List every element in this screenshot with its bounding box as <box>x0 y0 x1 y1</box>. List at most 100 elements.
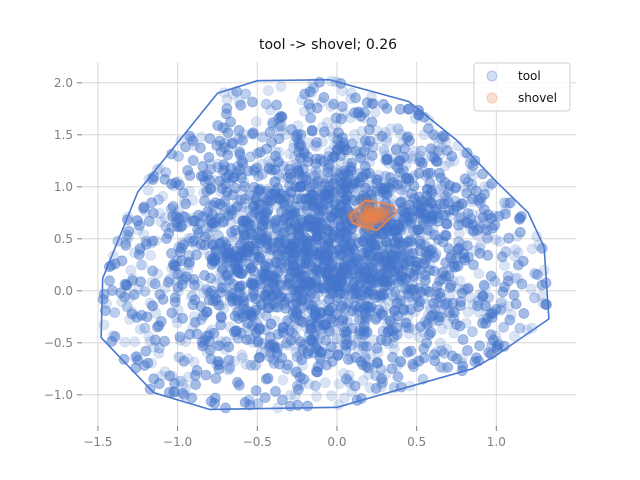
data-point <box>367 270 379 282</box>
data-point <box>182 265 194 277</box>
data-point <box>159 212 171 224</box>
data-point <box>275 232 287 244</box>
data-point <box>347 183 359 195</box>
data-point <box>350 270 362 282</box>
data-point <box>331 342 343 354</box>
data-point <box>356 125 368 137</box>
data-point <box>381 256 393 268</box>
data-point <box>348 334 360 346</box>
data-point <box>319 377 331 389</box>
data-point <box>190 240 202 252</box>
data-point <box>311 141 323 152</box>
data-point <box>172 285 184 297</box>
data-point <box>316 174 328 186</box>
data-point <box>166 263 178 274</box>
data-point <box>277 250 288 262</box>
data-point <box>269 266 281 278</box>
data-point <box>434 149 446 161</box>
data-point <box>466 165 478 177</box>
data-point <box>458 181 470 193</box>
data-point <box>310 330 322 342</box>
data-point <box>188 311 200 323</box>
data-point <box>456 198 468 210</box>
data-point <box>132 283 144 295</box>
data-point <box>390 158 402 170</box>
data-point <box>203 221 215 233</box>
data-point <box>369 239 381 251</box>
data-point <box>410 240 422 252</box>
data-point <box>461 345 473 356</box>
data-point <box>400 296 412 308</box>
data-point <box>224 202 236 214</box>
data-point <box>443 318 455 330</box>
data-point <box>291 223 303 235</box>
data-point <box>292 292 304 304</box>
data-point <box>135 245 146 257</box>
data-point <box>308 338 320 349</box>
data-point <box>289 151 301 163</box>
data-point <box>481 232 493 244</box>
data-point <box>331 239 343 250</box>
data-point <box>334 285 346 297</box>
data-point <box>330 120 342 131</box>
data-point <box>258 186 270 198</box>
data-point <box>350 92 361 104</box>
data-point <box>213 273 225 285</box>
data-point <box>263 155 275 167</box>
data-point <box>167 201 179 212</box>
data-point <box>139 322 151 334</box>
data-point <box>142 184 154 196</box>
data-point <box>268 222 280 234</box>
data-point <box>303 335 315 347</box>
data-point <box>236 185 248 197</box>
data-point <box>502 197 514 209</box>
data-point <box>430 131 442 143</box>
data-point <box>287 142 299 154</box>
data-point <box>322 271 334 283</box>
data-point <box>329 300 341 311</box>
data-point <box>499 260 510 272</box>
data-point <box>147 300 159 312</box>
data-point <box>368 276 379 287</box>
data-point <box>368 234 380 245</box>
data-point <box>168 180 180 192</box>
data-point <box>222 207 234 219</box>
data-point <box>385 183 397 195</box>
data-point <box>422 229 434 241</box>
data-point <box>342 258 354 270</box>
data-point <box>336 226 348 238</box>
data-point <box>232 133 244 145</box>
data-point <box>423 317 435 329</box>
data-point <box>254 307 266 319</box>
data-point <box>353 272 365 284</box>
data-point <box>231 213 243 225</box>
data-point <box>304 221 316 233</box>
data-point <box>439 160 451 172</box>
data-point <box>182 216 194 228</box>
data-point <box>353 264 365 276</box>
data-point <box>480 302 492 314</box>
data-point <box>387 227 399 239</box>
data-point <box>212 248 224 260</box>
data-point <box>298 105 310 117</box>
data-point <box>360 166 372 178</box>
data-point <box>216 216 228 228</box>
data-point <box>252 334 264 346</box>
data-point <box>385 178 397 189</box>
data-point <box>374 292 386 304</box>
data-point <box>445 211 457 223</box>
data-point <box>364 241 376 252</box>
data-point <box>354 168 366 180</box>
data-point <box>275 81 287 92</box>
data-point <box>264 232 276 244</box>
data-point <box>479 181 490 193</box>
data-point <box>494 236 506 247</box>
data-point <box>287 248 299 260</box>
data-point <box>150 307 162 319</box>
data-point <box>168 208 180 220</box>
data-point <box>470 245 482 257</box>
data-point <box>228 355 240 367</box>
data-point <box>345 93 357 104</box>
data-point <box>432 289 444 301</box>
